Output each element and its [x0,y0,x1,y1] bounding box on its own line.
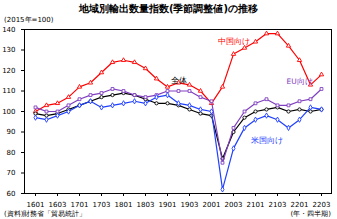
svg-text:1601: 1601 [27,201,45,209]
svg-text:2201: 2201 [291,201,309,209]
svg-text:1803: 1803 [137,201,155,209]
svg-text:120: 120 [2,67,15,75]
svg-text:60: 60 [7,190,16,198]
svg-text:2003: 2003 [225,201,243,209]
svg-text:2103: 2103 [269,201,287,209]
svg-text:2101: 2101 [247,201,265,209]
svg-text:1703: 1703 [93,201,111,209]
svg-text:1903: 1903 [181,201,199,209]
svg-text:EU向け: EU向け [286,77,312,86]
svg-text:110: 110 [2,87,15,95]
svg-text:90: 90 [7,128,16,136]
html-text:(年・四半期): (年・四半期) [290,210,331,218]
svg-text:100: 100 [2,108,15,116]
svg-text:130: 130 [2,46,15,54]
svg-text:2001: 2001 [203,201,221,209]
svg-text:140: 140 [2,26,15,34]
svg-text:1701: 1701 [71,201,89,209]
html-text:地域別輸出数量指数(季節調整値)の推移: 地域別輸出数量指数(季節調整値)の推移 [78,3,259,14]
svg-text:80: 80 [7,149,16,157]
svg-text:米国向け: 米国向け [251,136,283,145]
html-text:(資料)財務省「貿易統計」: (資料)財務省「貿易統計」 [4,210,87,218]
svg-text:中国向け: 中国向け [218,37,250,46]
svg-text:2203: 2203 [313,201,331,209]
svg-text:70: 70 [7,169,16,177]
svg-text:1801: 1801 [115,201,133,209]
svg-text:1603: 1603 [49,201,67,209]
svg-text:1901: 1901 [159,201,177,209]
html-text:(2015年=100): (2015年=100) [4,16,54,24]
svg-text:全体: 全体 [171,76,187,85]
